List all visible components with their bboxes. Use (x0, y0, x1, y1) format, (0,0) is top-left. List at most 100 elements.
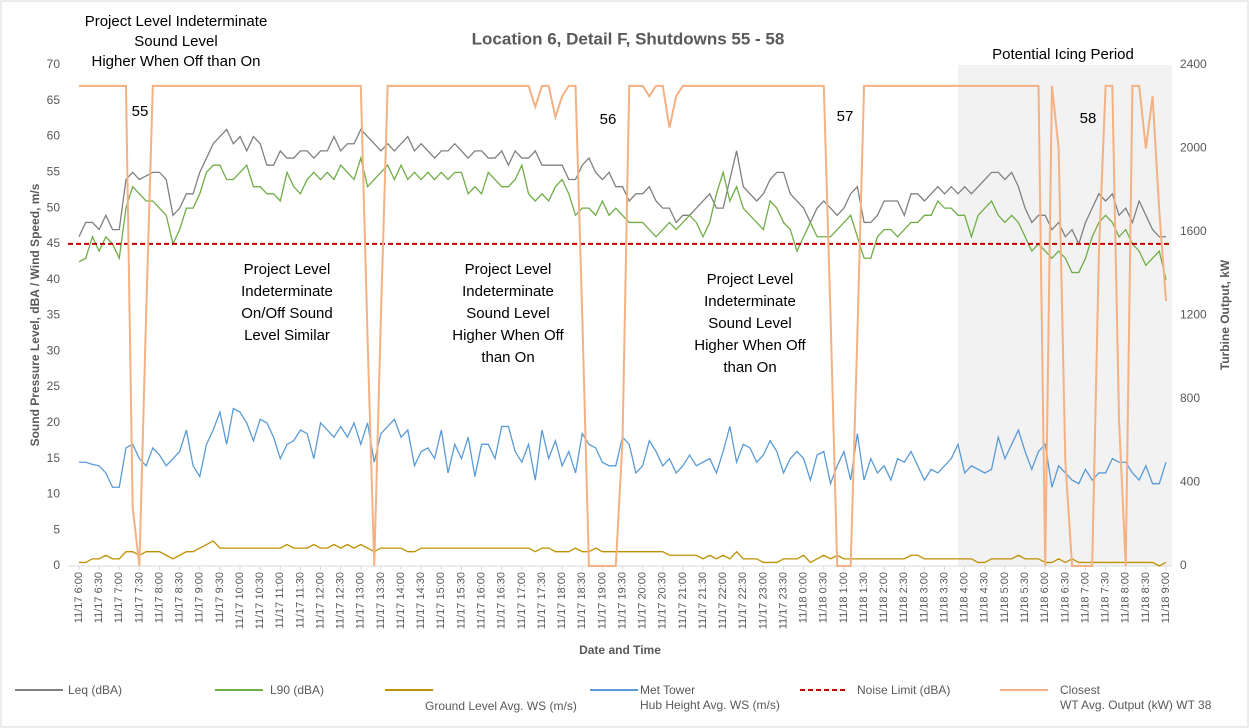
x-tick-label: 11/17 15:00 (435, 572, 447, 629)
x-tick-label: 11/17 12:00 (314, 572, 326, 629)
x-tick-label: 11/18 9:00 (1160, 572, 1172, 623)
legend-label: Met Tower Hub Height Avg. WS (m/s) (640, 683, 780, 712)
x-tick-label: 11/17 21:00 (677, 572, 689, 629)
series-line (78, 128, 1166, 246)
y2-tick-label: 800 (1180, 391, 1200, 405)
y2-tick-label: 2400 (1180, 57, 1207, 71)
annotation: Indeterminate (241, 283, 333, 300)
annotation: Indeterminate (704, 293, 796, 310)
y-tick-label: 30 (47, 343, 61, 357)
y-tick-label: 40 (47, 272, 61, 286)
legend-label: Leq (dBA) (68, 683, 123, 697)
x-tick-label: 11/17 11:00 (274, 572, 286, 628)
y-tick-label: 35 (47, 308, 61, 322)
annotation: Higher When Off (452, 327, 564, 344)
x-tick-label: 11/17 14:30 (415, 572, 427, 629)
x-tick-label: 11/18 8:30 (1140, 572, 1152, 623)
shutdown-label: 57 (837, 108, 854, 125)
y-tick-label: 70 (47, 57, 61, 71)
annotation: than On (481, 349, 534, 366)
x-tick-label: 11/18 7:00 (1079, 572, 1091, 623)
annotation: Sound Level (134, 33, 217, 50)
x-tick-label: 11/18 6:30 (1059, 572, 1071, 623)
x-tick-label: 11/17 22:30 (737, 572, 749, 629)
x-tick-label: 11/17 19:00 (596, 572, 608, 629)
x-tick-label: 11/17 8:30 (174, 572, 186, 623)
legend-label: L90 (dBA) (270, 683, 325, 697)
annotation: Higher When Off than On (92, 53, 261, 70)
x-tick-label: 11/17 21:30 (697, 572, 709, 629)
y2-axis-title: Turbine Output, kW (1218, 259, 1232, 370)
x-tick-label: 11/17 6:30 (93, 572, 105, 623)
x-tick-label: 11/17 20:00 (637, 572, 649, 629)
x-tick-label: 11/18 3:30 (938, 572, 950, 623)
x-tick-label: 11/17 6:00 (73, 572, 85, 623)
y2-tick-label: 400 (1180, 475, 1200, 489)
legend-label: Noise Limit (dBA) (857, 683, 951, 697)
annotation: Indeterminate (462, 283, 554, 300)
legend-label: Ground Level Avg. WS (m/s) (425, 699, 577, 713)
x-tick-label: 11/17 10:30 (254, 572, 266, 629)
x-tick-label: 11/17 20:30 (657, 572, 669, 629)
x-tick-label: 11/17 16:00 (475, 572, 487, 629)
x-tick-label: 11/18 2:00 (878, 572, 890, 623)
annotation: Higher When Off (694, 337, 806, 354)
x-tick-label: 11/18 0:00 (798, 572, 810, 623)
shutdown-label: 58 (1080, 110, 1097, 127)
y-tick-label: 10 (47, 487, 61, 501)
x-tick-label: 11/18 0:30 (818, 572, 830, 623)
y-tick-label: 50 (47, 200, 61, 214)
x-tick-label: 11/17 14:00 (395, 572, 407, 629)
y-tick-label: 5 (53, 522, 60, 536)
x-tick-label: 11/18 3:00 (918, 572, 930, 623)
series-line (79, 540, 1167, 567)
x-tick-label: 11/18 7:30 (1100, 572, 1112, 623)
y2-tick-label: 0 (1180, 558, 1187, 572)
x-tick-label: 11/18 5:30 (1019, 572, 1031, 623)
x-tick-label: 11/17 7:00 (113, 572, 125, 623)
x-tick-label: 11/17 8:00 (153, 572, 165, 623)
x-tick-label: 11/17 13:30 (375, 572, 387, 629)
x-tick-label: 11/17 17:30 (536, 572, 548, 629)
x-tick-label: 11/17 23:00 (757, 572, 769, 629)
series-line (79, 84, 1167, 567)
x-tick-label: 11/17 15:30 (455, 572, 467, 629)
y-axis-title: Sound Pressure Level, dBA / Wind Speed, … (28, 183, 42, 446)
x-tick-label: 11/18 6:00 (1039, 572, 1051, 623)
x-tick-label: 11/18 4:30 (979, 572, 991, 623)
x-tick-label: 11/17 17:00 (516, 572, 528, 629)
y2-tick-label: 1600 (1180, 224, 1207, 238)
y-tick-label: 0 (53, 558, 60, 572)
x-tick-label: 11/17 10:00 (234, 572, 246, 629)
y-tick-label: 60 (47, 129, 61, 143)
x-tick-label: 11/17 9:00 (194, 572, 206, 623)
series-line (78, 155, 1167, 280)
annotation: Sound Level (708, 315, 791, 332)
annotation: Project Level Indeterminate (85, 13, 268, 30)
x-tick-label: 11/17 11:30 (294, 572, 306, 628)
x-tick-label: 11/18 8:00 (1120, 572, 1132, 623)
shutdown-label: 56 (600, 111, 617, 128)
y-tick-label: 55 (47, 165, 61, 179)
x-axis-title: Date and Time (579, 643, 661, 657)
x-tick-label: 11/17 22:00 (717, 572, 729, 629)
y-tick-label: 20 (47, 415, 61, 429)
annotation: Sound Level (466, 305, 549, 322)
shutdown-label: 55 (132, 103, 149, 120)
x-tick-label: 11/17 18:30 (576, 572, 588, 629)
shaded-region-label: Potential Icing Period (992, 46, 1134, 63)
y-tick-label: 25 (47, 379, 61, 393)
x-tick-label: 11/18 1:00 (838, 572, 850, 623)
legend-label: Closest WT Avg. Output (kW) WT 38 (1060, 683, 1212, 712)
y-tick-label: 15 (47, 451, 61, 465)
x-tick-label: 11/18 4:00 (959, 572, 971, 623)
chart-title: Location 6, Detail F, Shutdowns 55 - 58 (472, 29, 785, 48)
x-tick-label: 11/17 18:00 (556, 572, 568, 629)
annotation: Project Level (707, 271, 794, 288)
x-tick-label: 11/18 1:30 (858, 572, 870, 623)
y2-tick-label: 2000 (1180, 141, 1207, 155)
x-tick-label: 11/17 7:30 (133, 572, 145, 623)
y-tick-label: 65 (47, 93, 61, 107)
